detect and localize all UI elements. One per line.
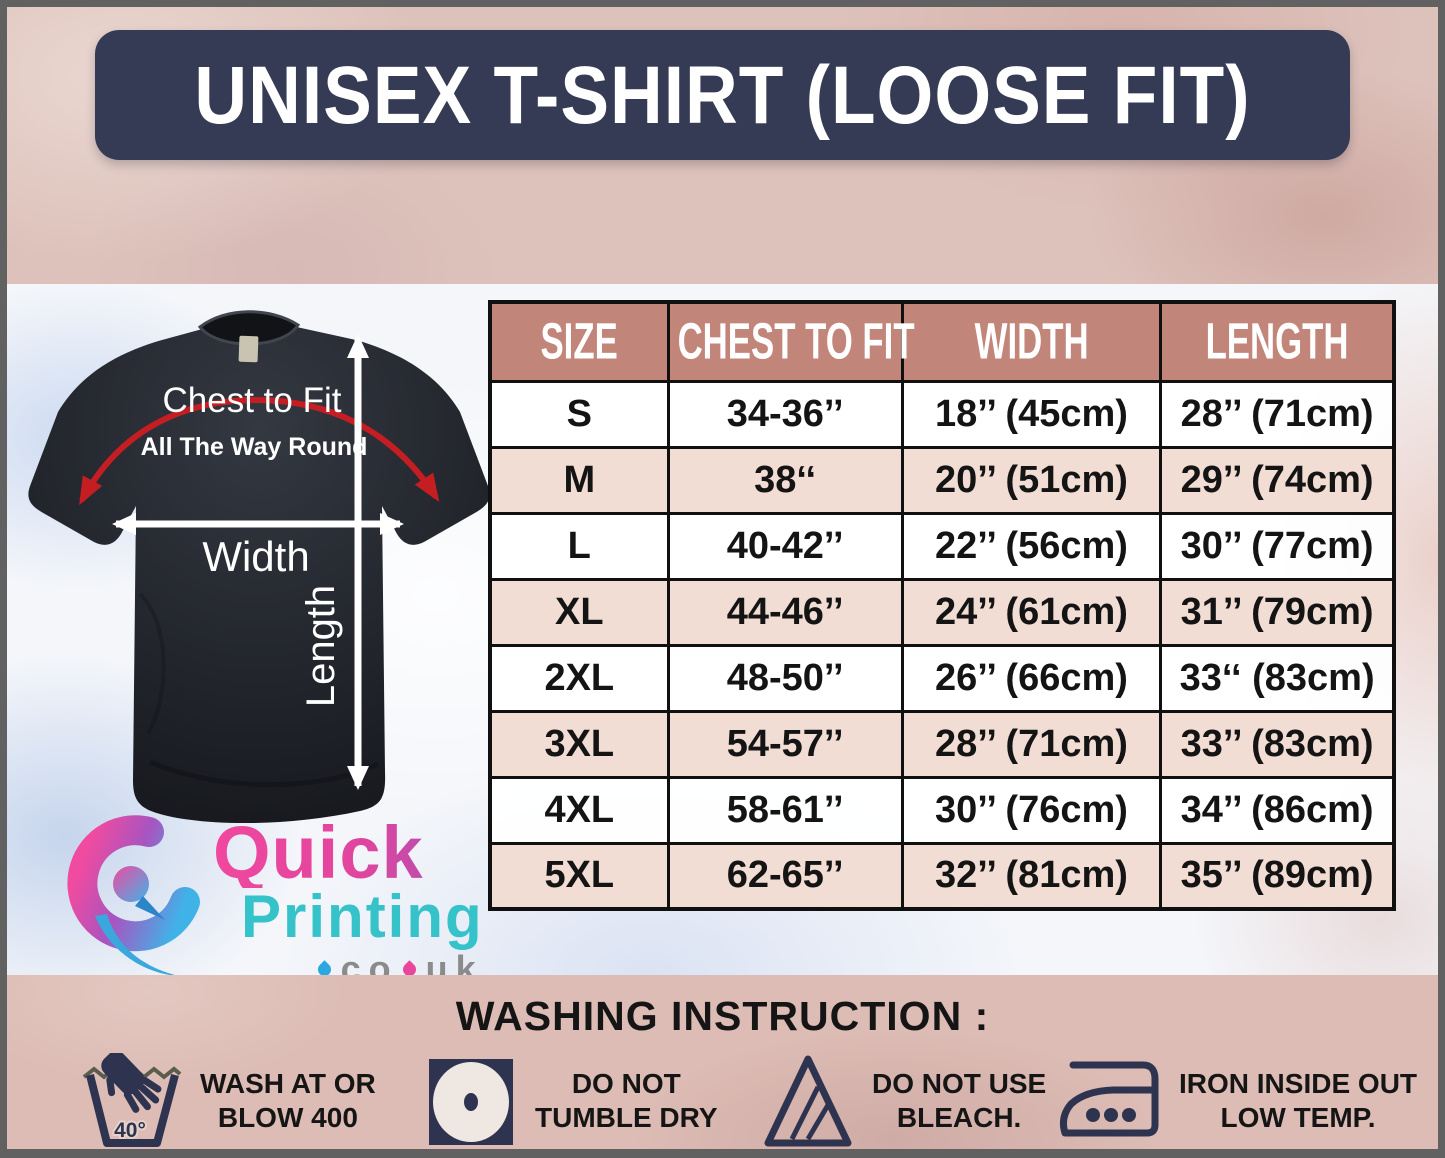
- width-cell: 30’’ (76cm): [900, 775, 1163, 845]
- wash-temp-label: 40°: [114, 1119, 146, 1142]
- length-cell: 35’’ (89cm): [1159, 841, 1396, 911]
- length-cell: 29’’ (74cm): [1159, 445, 1396, 515]
- iron-icon: [1060, 1061, 1159, 1137]
- washing-instructions-band: WASHING INSTRUCTION : 40° WASH AT OR BLO…: [7, 975, 1438, 1149]
- washing-item-iron: IRON INSIDE OUT LOW TEMP.: [1057, 1053, 1417, 1149]
- width-label: Width: [202, 533, 309, 580]
- washing-label: WASH AT OR BLOW 400: [200, 1068, 376, 1133]
- washing-item-hand-wash: 40° WASH AT OR BLOW 400: [82, 1053, 376, 1149]
- washing-heading: WASHING INSTRUCTION :: [455, 993, 990, 1039]
- washing-item-tumble-dry: DO NOT TUMBLE DRY: [425, 1053, 718, 1149]
- chest-to-fit-label: Chest to Fit: [163, 381, 342, 420]
- logo-text: Quick Printing co uk: [213, 816, 484, 990]
- table-row: 2XL 48-50’’ 26’’ (66cm) 33‘‘ (83cm): [488, 643, 1396, 713]
- tshirt-neck-tag: [238, 335, 259, 363]
- table-row: 4XL 58-61’’ 30’’ (76cm) 34’’ (86cm): [488, 775, 1396, 845]
- chest-cell: 48-50’’: [666, 643, 904, 713]
- tshirt-measurement-diagram: Chest to Fit All The Way Round Width Len…: [28, 310, 490, 824]
- do-not-tumble-dry-icon: [429, 1059, 513, 1145]
- washing-label: IRON INSIDE OUT LOW TEMP.: [1179, 1068, 1418, 1133]
- length-cell: 31’’ (79cm): [1159, 577, 1396, 647]
- size-cell: M: [488, 445, 670, 515]
- chest-cell: 38‘‘: [666, 445, 904, 515]
- middle-section: Chest to Fit All The Way Round Width Len…: [7, 284, 1438, 989]
- width-cell: 24’’ (61cm): [900, 577, 1163, 647]
- chest-cell: 54-57’’: [666, 709, 904, 779]
- length-cell: 30’’ (77cm): [1159, 511, 1396, 581]
- header-chest-to-fit: CHEST TO FIT: [666, 300, 914, 383]
- tshirt-collar: [197, 310, 301, 346]
- width-cell: 20’’ (51cm): [900, 445, 1163, 515]
- chest-cell: 40-42’’: [666, 511, 904, 581]
- chest-measure-arc: [79, 396, 440, 506]
- infographic-frame: UNISEX T-SHIRT (LOOSE FIT): [7, 7, 1438, 1149]
- size-cell: 5XL: [488, 841, 670, 911]
- logo-word-quick: Quick: [213, 816, 484, 890]
- logo-word-printing: Printing: [241, 883, 484, 950]
- width-cell: 32’’ (81cm): [900, 841, 1163, 911]
- chest-cell: 34-36’’: [666, 379, 904, 449]
- width-cell: 18’’ (45cm): [900, 379, 1163, 449]
- washing-item-bleach: DO NOT USE BLEACH.: [762, 1053, 1046, 1149]
- hand-wash-icon: 40°: [82, 1053, 182, 1147]
- title-banner: UNISEX T-SHIRT (LOOSE FIT): [95, 30, 1350, 160]
- length-cell: 34’’ (86cm): [1159, 775, 1396, 845]
- washing-label: DO NOT USE BLEACH.: [872, 1068, 1047, 1133]
- do-not-bleach-icon: [764, 1055, 852, 1147]
- chest-cell: 44-46’’: [666, 577, 904, 647]
- size-table: SIZE CHEST TO FIT WIDTH LENGTH S 34-36’’…: [488, 300, 1396, 911]
- width-cell: 26’’ (66cm): [900, 643, 1163, 713]
- quickprinting-logo-mark: [67, 815, 200, 976]
- table-row: XL 44-46’’ 24’’ (61cm) 31’’ (79cm): [488, 577, 1396, 647]
- quickprinting-logo: Quick Printing co uk: [57, 814, 484, 990]
- length-cell: 28’’ (71cm): [1159, 379, 1396, 449]
- size-cell: 4XL: [488, 775, 670, 845]
- header-size: SIZE: [488, 300, 670, 383]
- top-band: UNISEX T-SHIRT (LOOSE FIT): [7, 7, 1438, 284]
- length-cell: 33’’ (83cm): [1159, 709, 1396, 779]
- size-cell: S: [488, 379, 670, 449]
- tshirt-silhouette: [28, 317, 490, 824]
- length-label: Length: [299, 585, 343, 707]
- width-cell: 22’’ (56cm): [900, 511, 1163, 581]
- table-row: M 38‘‘ 20’’ (51cm) 29’’ (74cm): [488, 445, 1396, 515]
- width-cell: 28’’ (71cm): [900, 709, 1163, 779]
- table-row: L 40-42’’ 22’’ (56cm) 30’’ (77cm): [488, 511, 1396, 581]
- header-width: WIDTH: [900, 300, 1163, 383]
- chest-cell: 58-61’’: [666, 775, 904, 845]
- size-cell: XL: [488, 577, 670, 647]
- size-cell: 3XL: [488, 709, 670, 779]
- washing-label: DO NOT TUMBLE DRY: [535, 1068, 718, 1133]
- chest-cell: 62-65’’: [666, 841, 904, 911]
- size-cell: L: [488, 511, 670, 581]
- size-table-header-row: SIZE CHEST TO FIT WIDTH LENGTH: [488, 300, 1396, 383]
- length-cell: 33‘‘ (83cm): [1159, 643, 1396, 713]
- page-title: UNISEX T-SHIRT (LOOSE FIT): [194, 49, 1251, 141]
- header-length: LENGTH: [1159, 300, 1396, 383]
- all-the-way-round-label: All The Way Round: [141, 433, 368, 461]
- table-row: S 34-36’’ 18’’ (45cm) 28’’ (71cm): [488, 379, 1396, 449]
- size-cell: 2XL: [488, 643, 670, 713]
- table-row: 5XL 62-65’’ 32’’ (81cm) 35’’ (89cm): [488, 841, 1396, 911]
- table-row: 3XL 54-57’’ 28’’ (71cm) 33’’ (83cm): [488, 709, 1396, 779]
